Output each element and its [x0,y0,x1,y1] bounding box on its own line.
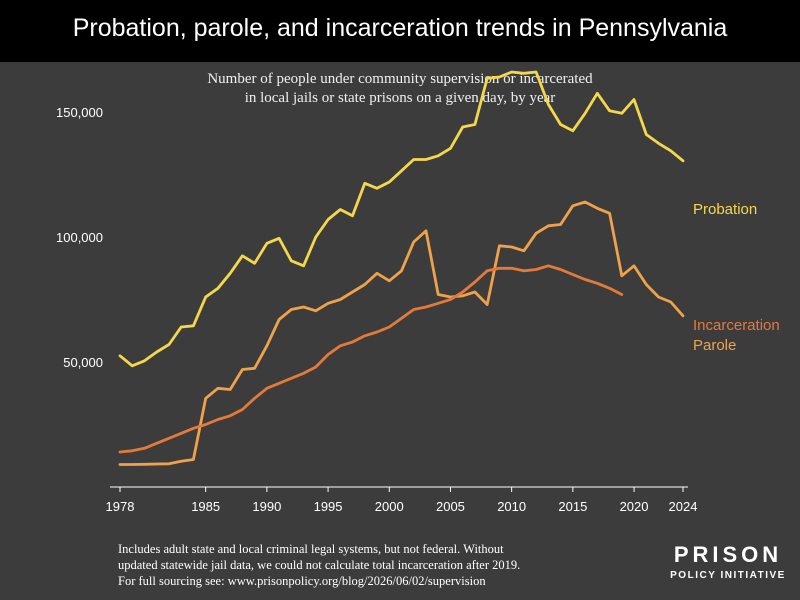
footer-notes: Includes adult state and local criminal … [118,541,618,589]
subtitle-line-1: Number of people under community supervi… [207,71,593,87]
series-label-incarceration: Incarceration [693,317,780,334]
subtitle-line-2: in local jails or state prisons on a giv… [244,90,556,106]
x-tick-label: 1985 [191,499,220,514]
x-tick-label: 2020 [620,499,649,514]
title-bar [0,0,800,62]
y-tick-label: 50,000 [63,355,103,370]
footer-line-1: Includes adult state and local criminal … [118,542,504,556]
x-tick-label: 2024 [669,499,698,514]
series-label-parole: Parole [693,337,736,354]
logo-line-2: POLICY INITIATIVE [670,570,786,581]
logo-line-1: PRISON [673,542,783,567]
chart-subtitle: Number of people under community supervi… [150,70,650,108]
x-tick-label: 1995 [314,499,343,514]
x-tick-label: 2005 [436,499,465,514]
y-tick-label: 150,000 [56,105,103,120]
chart-series-labels: Probation Parole Incarceration [693,201,780,354]
series-line-incarceration [118,264,624,454]
series-label-probation: Probation [693,201,757,218]
footer-line-2: updated statewide jail data, we could no… [118,558,521,572]
series-line-probation [118,70,685,368]
prison-policy-logo: PRISON POLICY INITIATIVE [668,542,788,581]
y-tick-label: 100,000 [56,230,103,245]
x-tick-label: 2015 [558,499,587,514]
chart-series-lines [118,70,685,466]
x-tick-label: 1978 [106,499,135,514]
footer-line-3: For full sourcing see: www.prisonpolicy.… [118,574,486,588]
series-line-parole [118,200,685,466]
chart-axes: 1978 1985 1990 1995 2000 2005 2010 2015 2020 2024… [56,105,697,514]
x-tick-label: 1990 [252,499,281,514]
chart-title: Probation, parole, and incarceration tre… [72,14,728,42]
x-tick-label: 2010 [497,499,526,514]
x-tick-label: 2000 [375,499,404,514]
